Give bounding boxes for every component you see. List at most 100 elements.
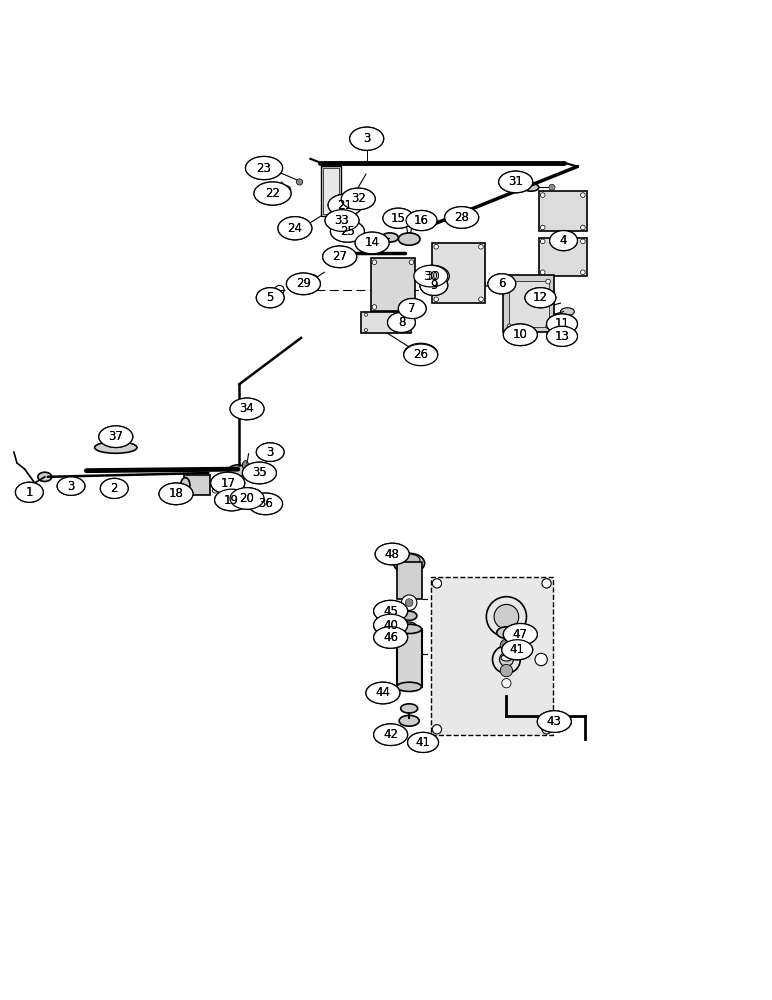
Ellipse shape	[401, 611, 417, 620]
Text: 6: 6	[498, 277, 506, 290]
Text: 28: 28	[454, 211, 469, 224]
Text: 17: 17	[220, 477, 235, 490]
Text: 42: 42	[383, 728, 398, 741]
Ellipse shape	[547, 314, 577, 334]
Ellipse shape	[404, 343, 438, 365]
Text: 46: 46	[383, 631, 398, 644]
Ellipse shape	[408, 732, 438, 752]
Ellipse shape	[286, 273, 320, 295]
Ellipse shape	[523, 183, 539, 191]
Ellipse shape	[242, 462, 276, 484]
Text: 24: 24	[287, 222, 303, 235]
Ellipse shape	[525, 288, 556, 308]
Ellipse shape	[525, 288, 556, 308]
Ellipse shape	[503, 624, 537, 645]
Circle shape	[478, 281, 486, 288]
Ellipse shape	[502, 640, 533, 660]
Text: 36: 36	[258, 497, 273, 510]
Text: 4: 4	[560, 234, 567, 247]
Text: 43: 43	[547, 715, 562, 728]
Text: 6: 6	[498, 277, 506, 290]
Ellipse shape	[420, 275, 448, 295]
Circle shape	[432, 579, 442, 588]
Ellipse shape	[341, 188, 375, 210]
Ellipse shape	[499, 171, 533, 193]
Circle shape	[542, 725, 551, 734]
Text: 34: 34	[239, 402, 255, 415]
Ellipse shape	[388, 312, 415, 332]
Text: 33: 33	[334, 214, 350, 227]
Text: 10: 10	[513, 328, 528, 341]
Circle shape	[581, 193, 585, 197]
Text: 19: 19	[224, 493, 239, 506]
Ellipse shape	[100, 478, 128, 498]
Text: 23: 23	[256, 162, 272, 175]
Circle shape	[502, 679, 511, 688]
Ellipse shape	[328, 194, 362, 216]
Ellipse shape	[99, 426, 133, 448]
Text: 4: 4	[560, 234, 567, 247]
Text: 41: 41	[415, 736, 431, 749]
Text: 30: 30	[425, 270, 440, 283]
Ellipse shape	[323, 246, 357, 268]
Text: 14: 14	[364, 236, 380, 249]
Text: 48: 48	[384, 548, 400, 561]
Ellipse shape	[278, 217, 312, 240]
Ellipse shape	[57, 477, 85, 495]
Ellipse shape	[404, 344, 438, 366]
Bar	[432, 243, 485, 303]
Text: 30: 30	[423, 270, 438, 283]
Ellipse shape	[537, 711, 571, 732]
Circle shape	[479, 244, 483, 249]
Text: 40: 40	[383, 619, 398, 632]
Text: 5: 5	[266, 291, 274, 304]
Ellipse shape	[502, 640, 533, 660]
Ellipse shape	[503, 324, 537, 346]
Text: 44: 44	[375, 686, 391, 700]
Ellipse shape	[398, 299, 426, 319]
Text: 33: 33	[334, 214, 350, 227]
Text: 46: 46	[383, 631, 398, 644]
Ellipse shape	[355, 232, 389, 254]
Ellipse shape	[15, 482, 43, 502]
Ellipse shape	[537, 711, 571, 732]
Circle shape	[549, 184, 555, 190]
Ellipse shape	[406, 211, 437, 231]
Ellipse shape	[230, 488, 264, 509]
Text: 3: 3	[266, 446, 274, 459]
Text: 43: 43	[547, 715, 562, 728]
Ellipse shape	[355, 232, 389, 254]
Circle shape	[364, 329, 367, 332]
Ellipse shape	[248, 494, 262, 502]
Ellipse shape	[230, 488, 264, 509]
Circle shape	[283, 186, 291, 194]
Ellipse shape	[15, 482, 43, 502]
Ellipse shape	[286, 273, 320, 295]
Text: 7: 7	[408, 302, 416, 315]
Text: 18: 18	[168, 487, 184, 500]
Ellipse shape	[330, 222, 337, 228]
Text: 47: 47	[513, 628, 528, 641]
Text: 42: 42	[383, 728, 398, 741]
Ellipse shape	[330, 221, 364, 242]
Ellipse shape	[560, 308, 574, 315]
Circle shape	[405, 313, 408, 316]
Ellipse shape	[245, 156, 283, 180]
Text: 3: 3	[363, 132, 371, 145]
Bar	[539, 238, 587, 276]
Ellipse shape	[445, 207, 479, 228]
Bar	[371, 258, 415, 311]
FancyBboxPatch shape	[184, 475, 210, 495]
Ellipse shape	[383, 208, 414, 228]
Ellipse shape	[325, 210, 359, 231]
Text: 19: 19	[224, 493, 239, 506]
Text: 11: 11	[554, 317, 570, 330]
Circle shape	[434, 244, 438, 249]
Ellipse shape	[381, 233, 398, 242]
Text: 18: 18	[168, 487, 184, 500]
Ellipse shape	[499, 171, 533, 193]
Text: 35: 35	[252, 466, 267, 479]
Ellipse shape	[375, 543, 409, 565]
Ellipse shape	[278, 217, 312, 240]
Circle shape	[405, 329, 408, 332]
